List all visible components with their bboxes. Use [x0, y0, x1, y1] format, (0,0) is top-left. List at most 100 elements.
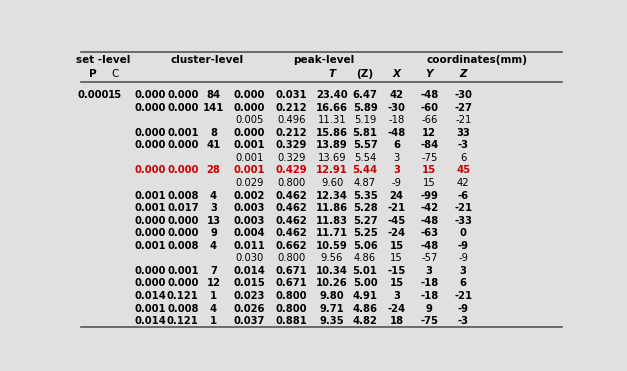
- Text: 13: 13: [206, 216, 221, 226]
- Text: 0.121: 0.121: [167, 316, 199, 326]
- Text: 4.82: 4.82: [352, 316, 377, 326]
- Text: 0.000: 0.000: [167, 278, 199, 288]
- Text: 0.001: 0.001: [167, 128, 199, 138]
- Text: 11.86: 11.86: [316, 203, 348, 213]
- Text: 12: 12: [422, 128, 436, 138]
- Text: 0.005: 0.005: [235, 115, 263, 125]
- Text: 5.35: 5.35: [353, 191, 377, 200]
- Text: 10.34: 10.34: [316, 266, 348, 276]
- Text: 15: 15: [389, 278, 404, 288]
- Text: 0.000: 0.000: [77, 90, 108, 100]
- Text: 0.000: 0.000: [167, 140, 199, 150]
- Text: 0.031: 0.031: [275, 90, 307, 100]
- Text: (Z): (Z): [357, 69, 374, 79]
- Text: 0.000: 0.000: [135, 103, 166, 113]
- Text: 4: 4: [210, 303, 217, 313]
- Text: -21: -21: [455, 115, 472, 125]
- Text: 0.000: 0.000: [135, 165, 166, 175]
- Text: 3: 3: [393, 291, 400, 301]
- Text: -42: -42: [420, 203, 438, 213]
- Text: 0.496: 0.496: [277, 115, 305, 125]
- Text: 6: 6: [460, 278, 466, 288]
- Text: 0.329: 0.329: [275, 140, 307, 150]
- Text: -3: -3: [458, 140, 469, 150]
- Text: -27: -27: [455, 103, 472, 113]
- Text: 15: 15: [423, 178, 436, 188]
- Text: 3: 3: [210, 203, 217, 213]
- Text: X: X: [393, 69, 401, 79]
- Text: 9.80: 9.80: [320, 291, 344, 301]
- Text: 13.89: 13.89: [316, 140, 348, 150]
- Text: -24: -24: [387, 228, 406, 238]
- Text: 0.011: 0.011: [233, 241, 265, 251]
- Text: 5.27: 5.27: [353, 216, 377, 226]
- Text: 0.462: 0.462: [275, 216, 307, 226]
- Text: 33: 33: [456, 128, 470, 138]
- Text: -48: -48: [420, 216, 438, 226]
- Text: 15: 15: [389, 241, 404, 251]
- Text: 0: 0: [460, 228, 466, 238]
- Text: peak-level: peak-level: [293, 55, 354, 65]
- Text: 4.91: 4.91: [352, 291, 377, 301]
- Text: 11.83: 11.83: [316, 216, 348, 226]
- Text: -75: -75: [420, 316, 438, 326]
- Text: 0.000: 0.000: [234, 90, 265, 100]
- Text: 0.212: 0.212: [275, 103, 307, 113]
- Text: 6.47: 6.47: [352, 90, 377, 100]
- Text: 0.015: 0.015: [233, 278, 265, 288]
- Text: -18: -18: [420, 278, 438, 288]
- Text: -24: -24: [387, 303, 406, 313]
- Text: 4.86: 4.86: [352, 303, 377, 313]
- Text: 12: 12: [206, 278, 221, 288]
- Text: 42: 42: [457, 178, 470, 188]
- Text: Z: Z: [460, 69, 467, 79]
- Text: 0.121: 0.121: [167, 291, 199, 301]
- Text: set -level: set -level: [76, 55, 131, 65]
- Text: -84: -84: [420, 140, 438, 150]
- Text: 5.01: 5.01: [352, 266, 377, 276]
- Text: 45: 45: [456, 165, 470, 175]
- Text: 0.001: 0.001: [234, 165, 265, 175]
- Text: 5.54: 5.54: [354, 153, 376, 163]
- Text: 41: 41: [206, 140, 221, 150]
- Text: 0.000: 0.000: [135, 216, 166, 226]
- Text: 0.003: 0.003: [234, 203, 265, 213]
- Text: -45: -45: [387, 216, 406, 226]
- Text: 0.001: 0.001: [134, 303, 166, 313]
- Text: 8: 8: [210, 128, 217, 138]
- Text: -66: -66: [421, 115, 438, 125]
- Text: 3: 3: [460, 266, 466, 276]
- Text: P: P: [89, 69, 97, 79]
- Text: 0.014: 0.014: [134, 316, 166, 326]
- Text: 0.881: 0.881: [275, 316, 307, 326]
- Text: 0.000: 0.000: [234, 128, 265, 138]
- Text: 15: 15: [108, 90, 122, 100]
- Text: 9: 9: [210, 228, 217, 238]
- Text: 0.000: 0.000: [135, 278, 166, 288]
- Text: -75: -75: [421, 153, 438, 163]
- Text: 0.017: 0.017: [167, 203, 199, 213]
- Text: 5.81: 5.81: [352, 128, 377, 138]
- Text: 0.004: 0.004: [234, 228, 265, 238]
- Text: 0.000: 0.000: [135, 140, 166, 150]
- Text: 0.462: 0.462: [275, 228, 307, 238]
- Text: 0.014: 0.014: [233, 266, 265, 276]
- Text: 5.28: 5.28: [353, 203, 377, 213]
- Text: -30: -30: [455, 90, 472, 100]
- Text: Y: Y: [426, 69, 433, 79]
- Text: 0.000: 0.000: [167, 165, 199, 175]
- Text: 5.57: 5.57: [353, 140, 377, 150]
- Text: 9.56: 9.56: [321, 253, 343, 263]
- Text: 0.671: 0.671: [275, 266, 307, 276]
- Text: 5.00: 5.00: [353, 278, 377, 288]
- Text: 0.000: 0.000: [167, 103, 199, 113]
- Text: 3: 3: [394, 153, 400, 163]
- Text: 10.59: 10.59: [316, 241, 348, 251]
- Text: 0.671: 0.671: [275, 278, 307, 288]
- Text: 9: 9: [426, 303, 433, 313]
- Text: -99: -99: [420, 191, 438, 200]
- Text: 0.002: 0.002: [234, 191, 265, 200]
- Text: 5.89: 5.89: [353, 103, 377, 113]
- Text: 0.462: 0.462: [275, 191, 307, 200]
- Text: coordinates(mm): coordinates(mm): [426, 55, 527, 65]
